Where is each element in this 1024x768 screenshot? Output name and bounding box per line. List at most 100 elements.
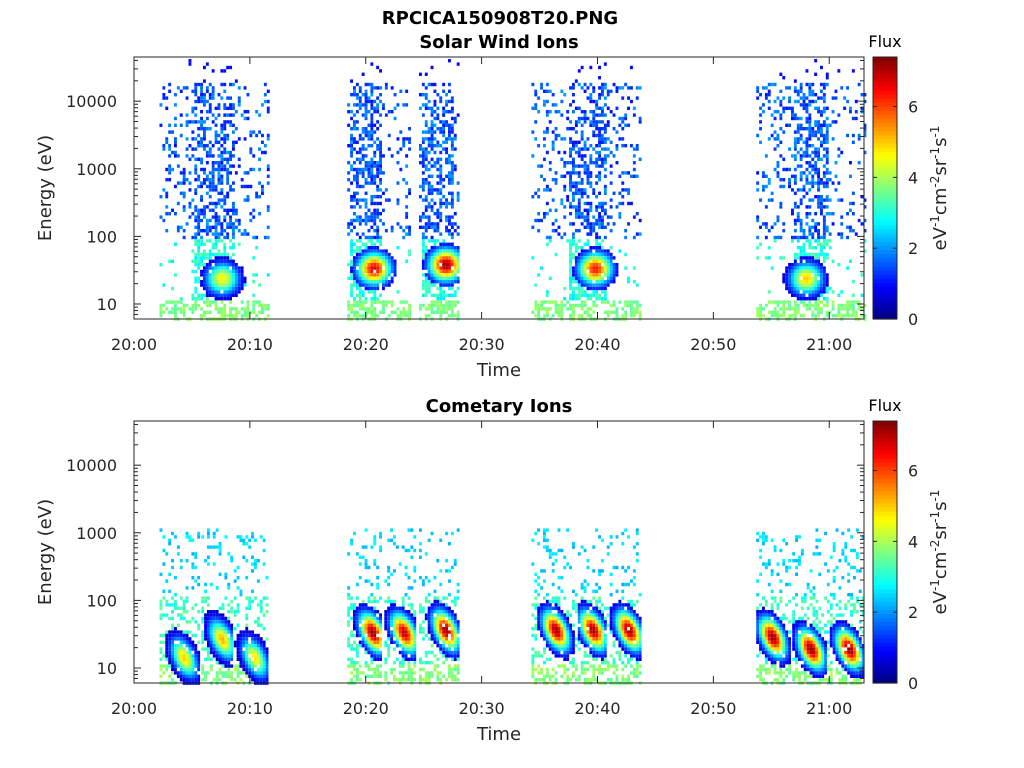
flux-cell — [204, 633, 207, 638]
flux-cell — [263, 93, 267, 97]
flux-cell — [376, 232, 380, 236]
flux-cell — [355, 171, 359, 175]
flux-cell — [382, 263, 385, 267]
flux-cell — [776, 303, 780, 308]
flux-cell — [191, 269, 195, 274]
flux-cell — [367, 82, 371, 87]
flux-cell — [577, 259, 581, 263]
flux-cell — [373, 283, 377, 287]
flux-cell — [543, 137, 546, 141]
flux-cell — [214, 225, 218, 229]
flux-cell — [358, 606, 362, 610]
flux-cell — [439, 314, 443, 318]
flux-cell — [822, 198, 826, 202]
flux-cell — [379, 259, 382, 263]
flux-cell — [188, 188, 192, 192]
flux-cell — [860, 93, 864, 97]
flux-cell — [194, 603, 198, 607]
flux-cell — [174, 644, 177, 648]
flux-cell — [609, 280, 613, 284]
flux-cell — [384, 640, 388, 644]
flux-cell — [598, 76, 601, 80]
flux-cell — [258, 157, 261, 161]
flux-cell — [569, 249, 572, 253]
flux-cell — [603, 82, 607, 87]
flux-cell — [174, 303, 177, 308]
flux-cell — [376, 235, 380, 240]
flux-cell — [259, 603, 263, 607]
flux-cell — [793, 286, 797, 291]
flux-cell — [197, 657, 201, 661]
flux-cell — [805, 303, 809, 308]
flux-cell — [205, 310, 209, 314]
flux-cell — [788, 123, 791, 127]
flux-cell — [159, 650, 163, 655]
flux-cell — [188, 671, 192, 675]
flux-cell — [159, 307, 163, 311]
flux-cell — [402, 144, 406, 148]
flux-cell — [799, 164, 803, 168]
flux-cell — [840, 303, 844, 308]
flux-cell — [370, 627, 374, 631]
flux-cell — [367, 133, 371, 138]
flux-cell — [427, 144, 431, 148]
flux-cell — [442, 106, 446, 110]
flux-cell — [439, 167, 443, 172]
flux-cell — [194, 300, 198, 304]
flux-cell — [245, 644, 249, 648]
flux-cell — [234, 269, 238, 274]
flux-cell — [211, 171, 215, 175]
flux-cell — [577, 171, 581, 175]
flux-cell — [770, 191, 774, 195]
flux-cell — [347, 178, 351, 182]
flux-cell — [248, 657, 252, 661]
flux-cell — [419, 93, 422, 97]
flux-cell — [554, 303, 558, 308]
flux-cell — [577, 276, 581, 280]
flux-cell — [239, 678, 243, 682]
flux-cell — [249, 184, 253, 189]
flux-cell — [171, 657, 174, 661]
flux-cell — [364, 113, 368, 117]
flux-cell — [265, 667, 269, 672]
flux-cell — [393, 620, 396, 624]
flux-cell — [364, 99, 368, 104]
flux-cell — [831, 222, 835, 226]
flux-cell — [174, 576, 177, 580]
flux-cell — [580, 154, 584, 158]
flux-cell — [217, 171, 221, 175]
flux-cell — [424, 157, 428, 161]
flux-cell — [207, 650, 210, 655]
flux-cell — [370, 300, 374, 304]
flux-cell — [347, 613, 351, 617]
flux-cell — [635, 96, 639, 100]
flux-cell — [618, 123, 622, 127]
flux-cell — [592, 266, 596, 270]
flux-cell — [433, 242, 437, 246]
flux-cell — [793, 280, 797, 284]
colorbar-segment — [873, 155, 897, 160]
colorbar-segment — [873, 73, 897, 79]
flux-cell — [208, 82, 212, 87]
flux-cell — [239, 535, 243, 539]
flux-cell — [215, 545, 219, 549]
flux-cell — [764, 256, 768, 260]
flux-cell — [256, 633, 260, 638]
flux-cell — [837, 181, 841, 185]
flux-cell — [811, 290, 815, 294]
flux-cell — [796, 150, 800, 155]
flux-cell — [179, 654, 183, 658]
flux-cell — [595, 232, 599, 236]
flux-cell — [811, 174, 815, 178]
flux-cell — [390, 266, 394, 270]
flux-cell — [353, 225, 356, 229]
flux-cell — [545, 127, 549, 131]
flux-cell — [226, 273, 230, 277]
flux-cell — [589, 157, 593, 161]
flux-cell — [799, 293, 803, 297]
flux-cell — [265, 657, 269, 661]
flux-cell — [350, 644, 353, 648]
flux-cell — [603, 290, 607, 294]
flux-cell — [358, 576, 362, 580]
flux-cell — [814, 269, 818, 274]
